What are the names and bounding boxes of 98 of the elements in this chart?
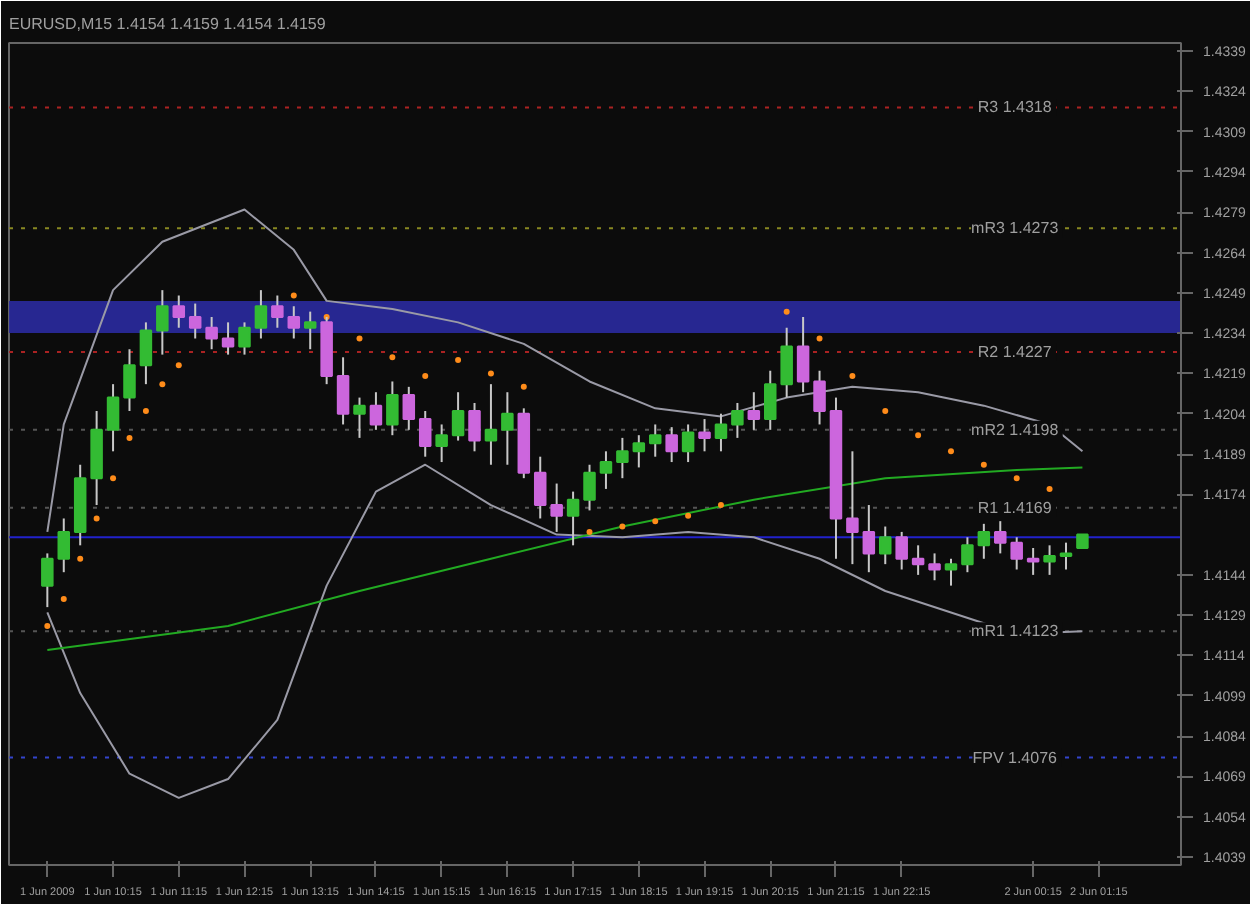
candlestick	[780, 326, 793, 399]
point	[980, 461, 987, 468]
point	[110, 475, 117, 482]
candlestick	[681, 423, 695, 464]
candlestick	[1059, 541, 1073, 571]
candlestick	[698, 418, 711, 453]
candlestick	[468, 401, 481, 453]
point	[455, 356, 462, 363]
candlestick	[451, 391, 465, 442]
candlestick	[944, 557, 958, 587]
point	[290, 292, 297, 299]
candlestick	[501, 391, 514, 466]
point	[816, 335, 823, 342]
candlestick	[303, 310, 317, 351]
candlestick	[879, 525, 892, 566]
candlestick	[583, 463, 596, 512]
candlestick	[205, 316, 218, 351]
line-series	[46, 463, 1084, 799]
candlestick	[172, 294, 186, 329]
ref-line-label: mR1 1.4123	[971, 622, 1060, 641]
candlestick	[106, 383, 120, 453]
candlestick	[418, 410, 432, 458]
ref-line-label: mR3 1.4273	[971, 219, 1060, 238]
point	[389, 354, 396, 361]
candlestick	[254, 289, 268, 340]
point	[882, 408, 889, 415]
candlestick	[1043, 544, 1056, 576]
point	[126, 434, 133, 441]
candlestick	[123, 348, 136, 413]
line-series	[46, 208, 1084, 533]
candlestick	[271, 294, 284, 329]
chart-title: EURUSD,M15 1.4154 1.4159 1.4154 1.4159	[9, 15, 327, 33]
candlestick	[369, 391, 383, 431]
point	[619, 523, 626, 530]
candlestick	[665, 426, 678, 464]
point	[159, 381, 166, 388]
candlestick	[763, 369, 777, 431]
point	[44, 622, 51, 629]
ref-line-label: R2 1.4227	[977, 342, 1053, 361]
candlestick	[731, 401, 744, 439]
candlestick	[846, 450, 859, 566]
candlestick	[533, 455, 547, 520]
candlestick	[813, 369, 826, 426]
candlestick	[435, 423, 448, 464]
ref-line-label: R3 1.4318	[977, 98, 1053, 117]
ref-line-label: FPV 1.4076	[972, 748, 1059, 767]
candlestick	[747, 391, 761, 431]
point	[652, 518, 659, 525]
point	[783, 308, 790, 315]
candlestick	[599, 450, 613, 490]
ref-line-label: R1 1.4169	[977, 498, 1053, 517]
candlestick	[796, 316, 810, 394]
candlestick	[57, 517, 71, 574]
point	[356, 335, 363, 342]
point	[175, 362, 182, 369]
candlestick	[484, 383, 498, 466]
candlestick	[895, 530, 908, 571]
line-series	[46, 466, 1084, 652]
point	[77, 555, 84, 562]
candlestick	[353, 396, 366, 439]
candlestick	[221, 321, 235, 356]
point	[947, 448, 954, 455]
point	[142, 408, 149, 415]
point	[60, 596, 67, 603]
point	[685, 512, 692, 519]
candlestick	[238, 321, 251, 356]
point	[586, 528, 593, 535]
candlestick	[336, 356, 350, 426]
candlestick	[386, 380, 399, 437]
point	[1046, 485, 1053, 492]
candlestick	[862, 504, 876, 574]
candlestick	[550, 482, 563, 533]
candlestick	[648, 423, 662, 458]
candlestick	[616, 436, 629, 480]
candlestick	[139, 321, 153, 386]
candlestick	[994, 520, 1007, 555]
candlestick	[287, 305, 301, 340]
candlestick	[961, 536, 974, 574]
point	[717, 502, 724, 509]
candlestick	[714, 412, 728, 453]
point	[520, 383, 527, 390]
point	[93, 515, 100, 522]
point	[1013, 475, 1020, 482]
ref-line-label: mR2 1.4198	[971, 420, 1060, 439]
candlestick	[911, 544, 925, 576]
candlestick	[632, 434, 646, 469]
candlestick	[928, 552, 941, 582]
candlestick	[188, 302, 202, 340]
candlestick	[156, 289, 169, 356]
point	[915, 432, 922, 439]
candlestick	[977, 522, 991, 560]
point	[422, 373, 429, 380]
candlestick	[402, 385, 416, 431]
point	[849, 373, 856, 380]
point	[487, 370, 494, 377]
candlestick	[1010, 536, 1023, 571]
candlestick	[41, 552, 54, 609]
candlestick	[566, 490, 580, 547]
